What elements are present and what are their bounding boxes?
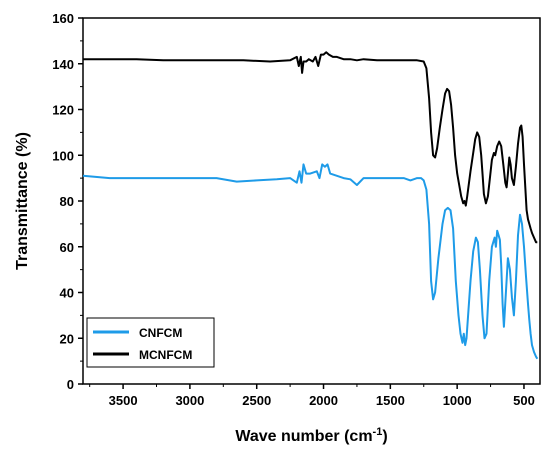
x-tick-label: 3500 [109,393,138,408]
y-tick-label: 160 [52,11,74,26]
y-tick-label: 140 [52,57,74,72]
x-tick-label: 1500 [376,393,405,408]
x-tick-label: 500 [513,393,535,408]
y-tick-label: 0 [67,377,74,392]
legend-label-cnfcm: CNFCM [139,326,182,340]
y-tick-label: 80 [60,194,74,209]
series-line-mcnfcm [83,51,538,244]
x-axis-title-suffix: ) [382,428,387,445]
x-axis-title-main: Wave number (cm [235,428,372,445]
y-tick-label: 120 [52,103,74,118]
y-axis-title: Transmittance (%) [14,132,31,270]
x-tick-label: 1000 [443,393,472,408]
y-axis: 0 20 40 60 80 100 120 140 160 [52,11,83,392]
legend-label-mcnfcm: MCNFCM [139,348,192,362]
y-tick-label: 20 [60,331,74,346]
y-tick-label: 40 [60,286,74,301]
x-tick-label: 2500 [242,393,271,408]
x-axis-title-superscript: -1 [373,426,383,438]
legend-box [86,317,215,368]
x-tick-label: 3000 [175,393,204,408]
series-line-cnfcm [82,163,539,360]
legend: CNFCM MCNFCM [86,317,215,368]
x-axis-title: Wave number (cm-1) [235,426,387,445]
x-axis: 3500 3000 2500 2000 1500 1000 500 [89,384,535,408]
y-tick-label: 60 [60,240,74,255]
series-layer [82,51,539,360]
x-tick-label: 2000 [309,393,338,408]
y-tick-label: 100 [52,148,74,163]
